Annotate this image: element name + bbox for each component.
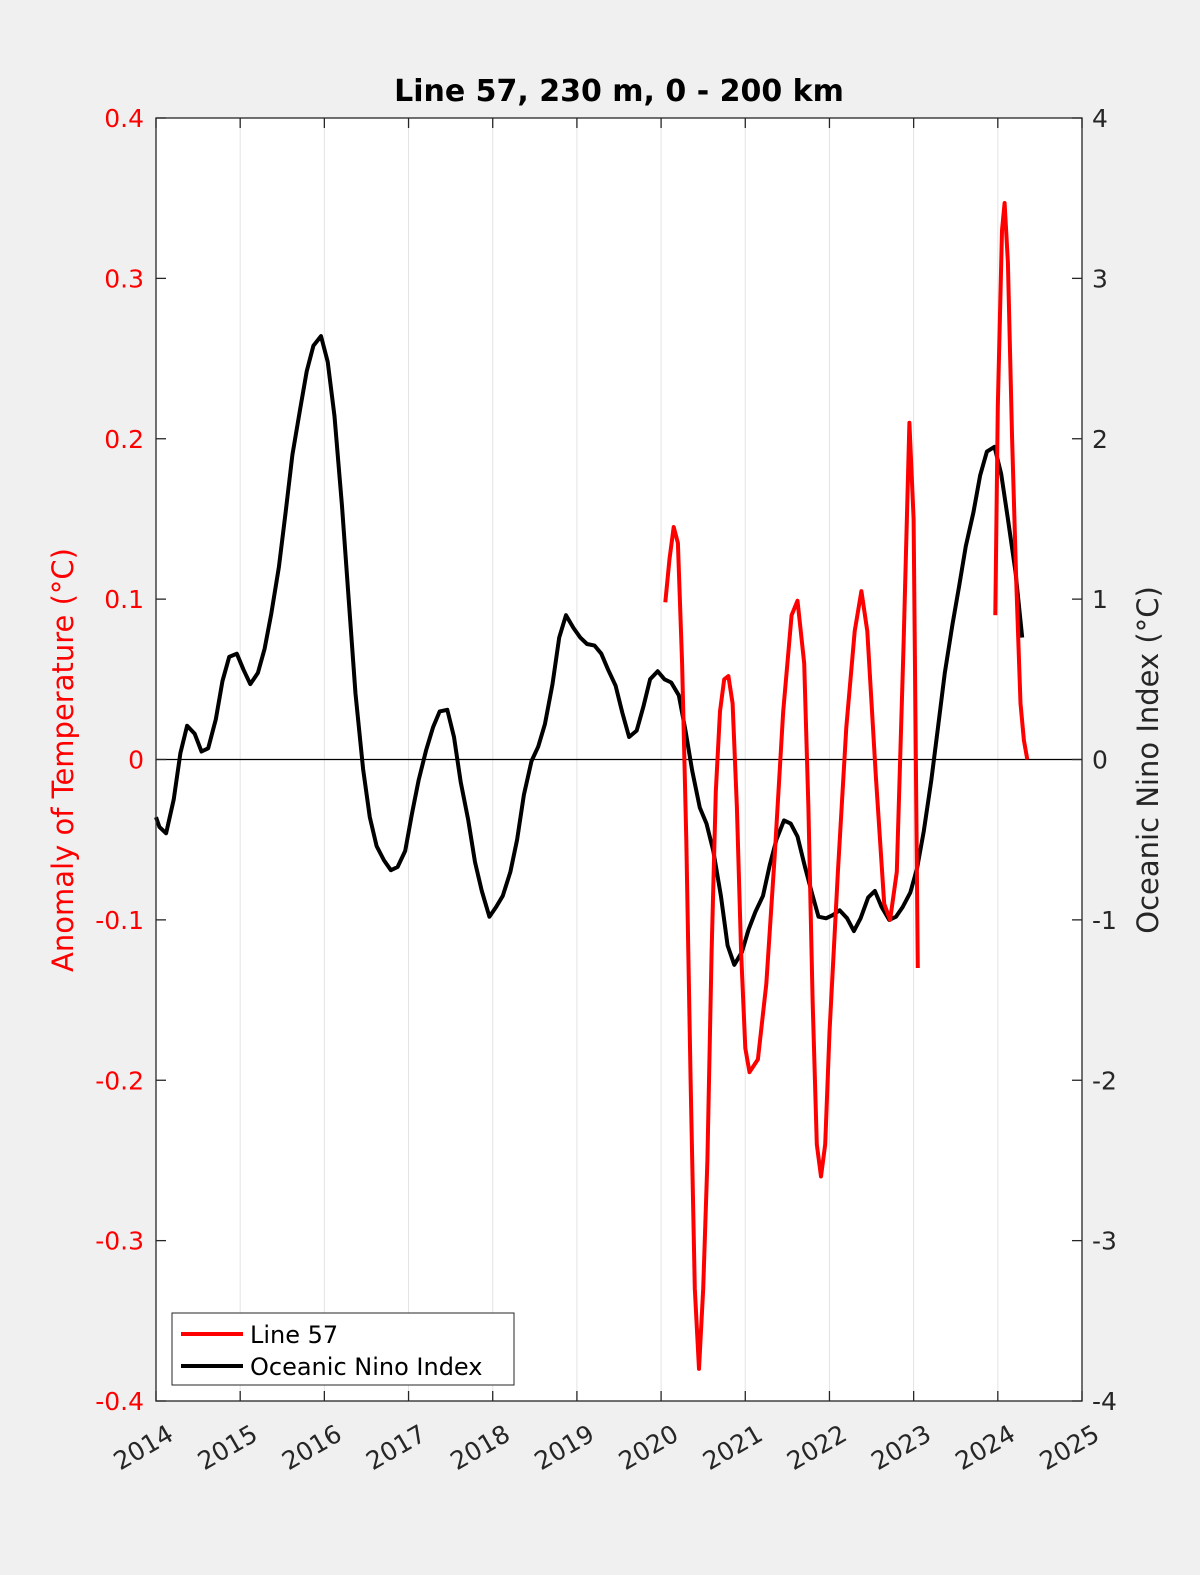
y-axis-left-label: Anomaly of Temperature (°C): [46, 548, 80, 972]
legend-label-line-57: Line 57: [250, 1321, 338, 1349]
legend-box: [171, 1312, 515, 1386]
y-left-tick-label: 0: [128, 746, 144, 775]
series-line-oni-segment-0: [154, 334, 1025, 967]
y-left-tick-label: 0.2: [104, 425, 144, 454]
legend: Line 57 Oceanic Nino Index: [171, 1312, 515, 1386]
y-right-tick-label: -4: [1092, 1387, 1117, 1416]
y-left-tick-label: -0.1: [95, 906, 144, 935]
y-right-tick-label: 1: [1092, 585, 1108, 614]
legend-label-oni: Oceanic Nino Index: [250, 1353, 482, 1381]
series-line-line-57-segment-0: [663, 420, 920, 1371]
series-group: [154, 201, 1030, 1371]
chart-title: Line 57, 230 m, 0 - 200 km: [394, 74, 844, 109]
y-left-tick-label: -0.2: [95, 1066, 144, 1095]
y-right-tick-label: -3: [1092, 1227, 1117, 1256]
y-right-tick-label: 4: [1092, 104, 1108, 133]
y-right-tick-label: -1: [1092, 906, 1117, 935]
series-line-line-57-segment-1: [993, 201, 1030, 760]
y-left-tick-label: 0.3: [104, 264, 144, 293]
y-left-tick-label: 0.4: [104, 104, 144, 133]
y-right-tick-label: 0: [1092, 746, 1108, 775]
y-right-tick-label: 3: [1092, 264, 1108, 293]
y-right-tick-labels: -4 -3 -2 -1 0 1 2 3 4: [1092, 104, 1117, 1416]
y-right-tick-label: -2: [1092, 1066, 1117, 1095]
y-axis-right-label: Oceanic Nino Index (°C): [1131, 586, 1165, 934]
y-left-tick-label: -0.4: [95, 1387, 144, 1416]
y-left-tick-label: 0.1: [104, 585, 144, 614]
y-left-tick-label: -0.3: [95, 1227, 144, 1256]
y-left-tick-labels: -0.4 -0.3 -0.2 -0.1 0 0.1 0.2 0.3 0.4: [95, 104, 144, 1416]
y-right-tick-label: 2: [1092, 425, 1108, 454]
ticks: [155, 117, 1083, 1402]
